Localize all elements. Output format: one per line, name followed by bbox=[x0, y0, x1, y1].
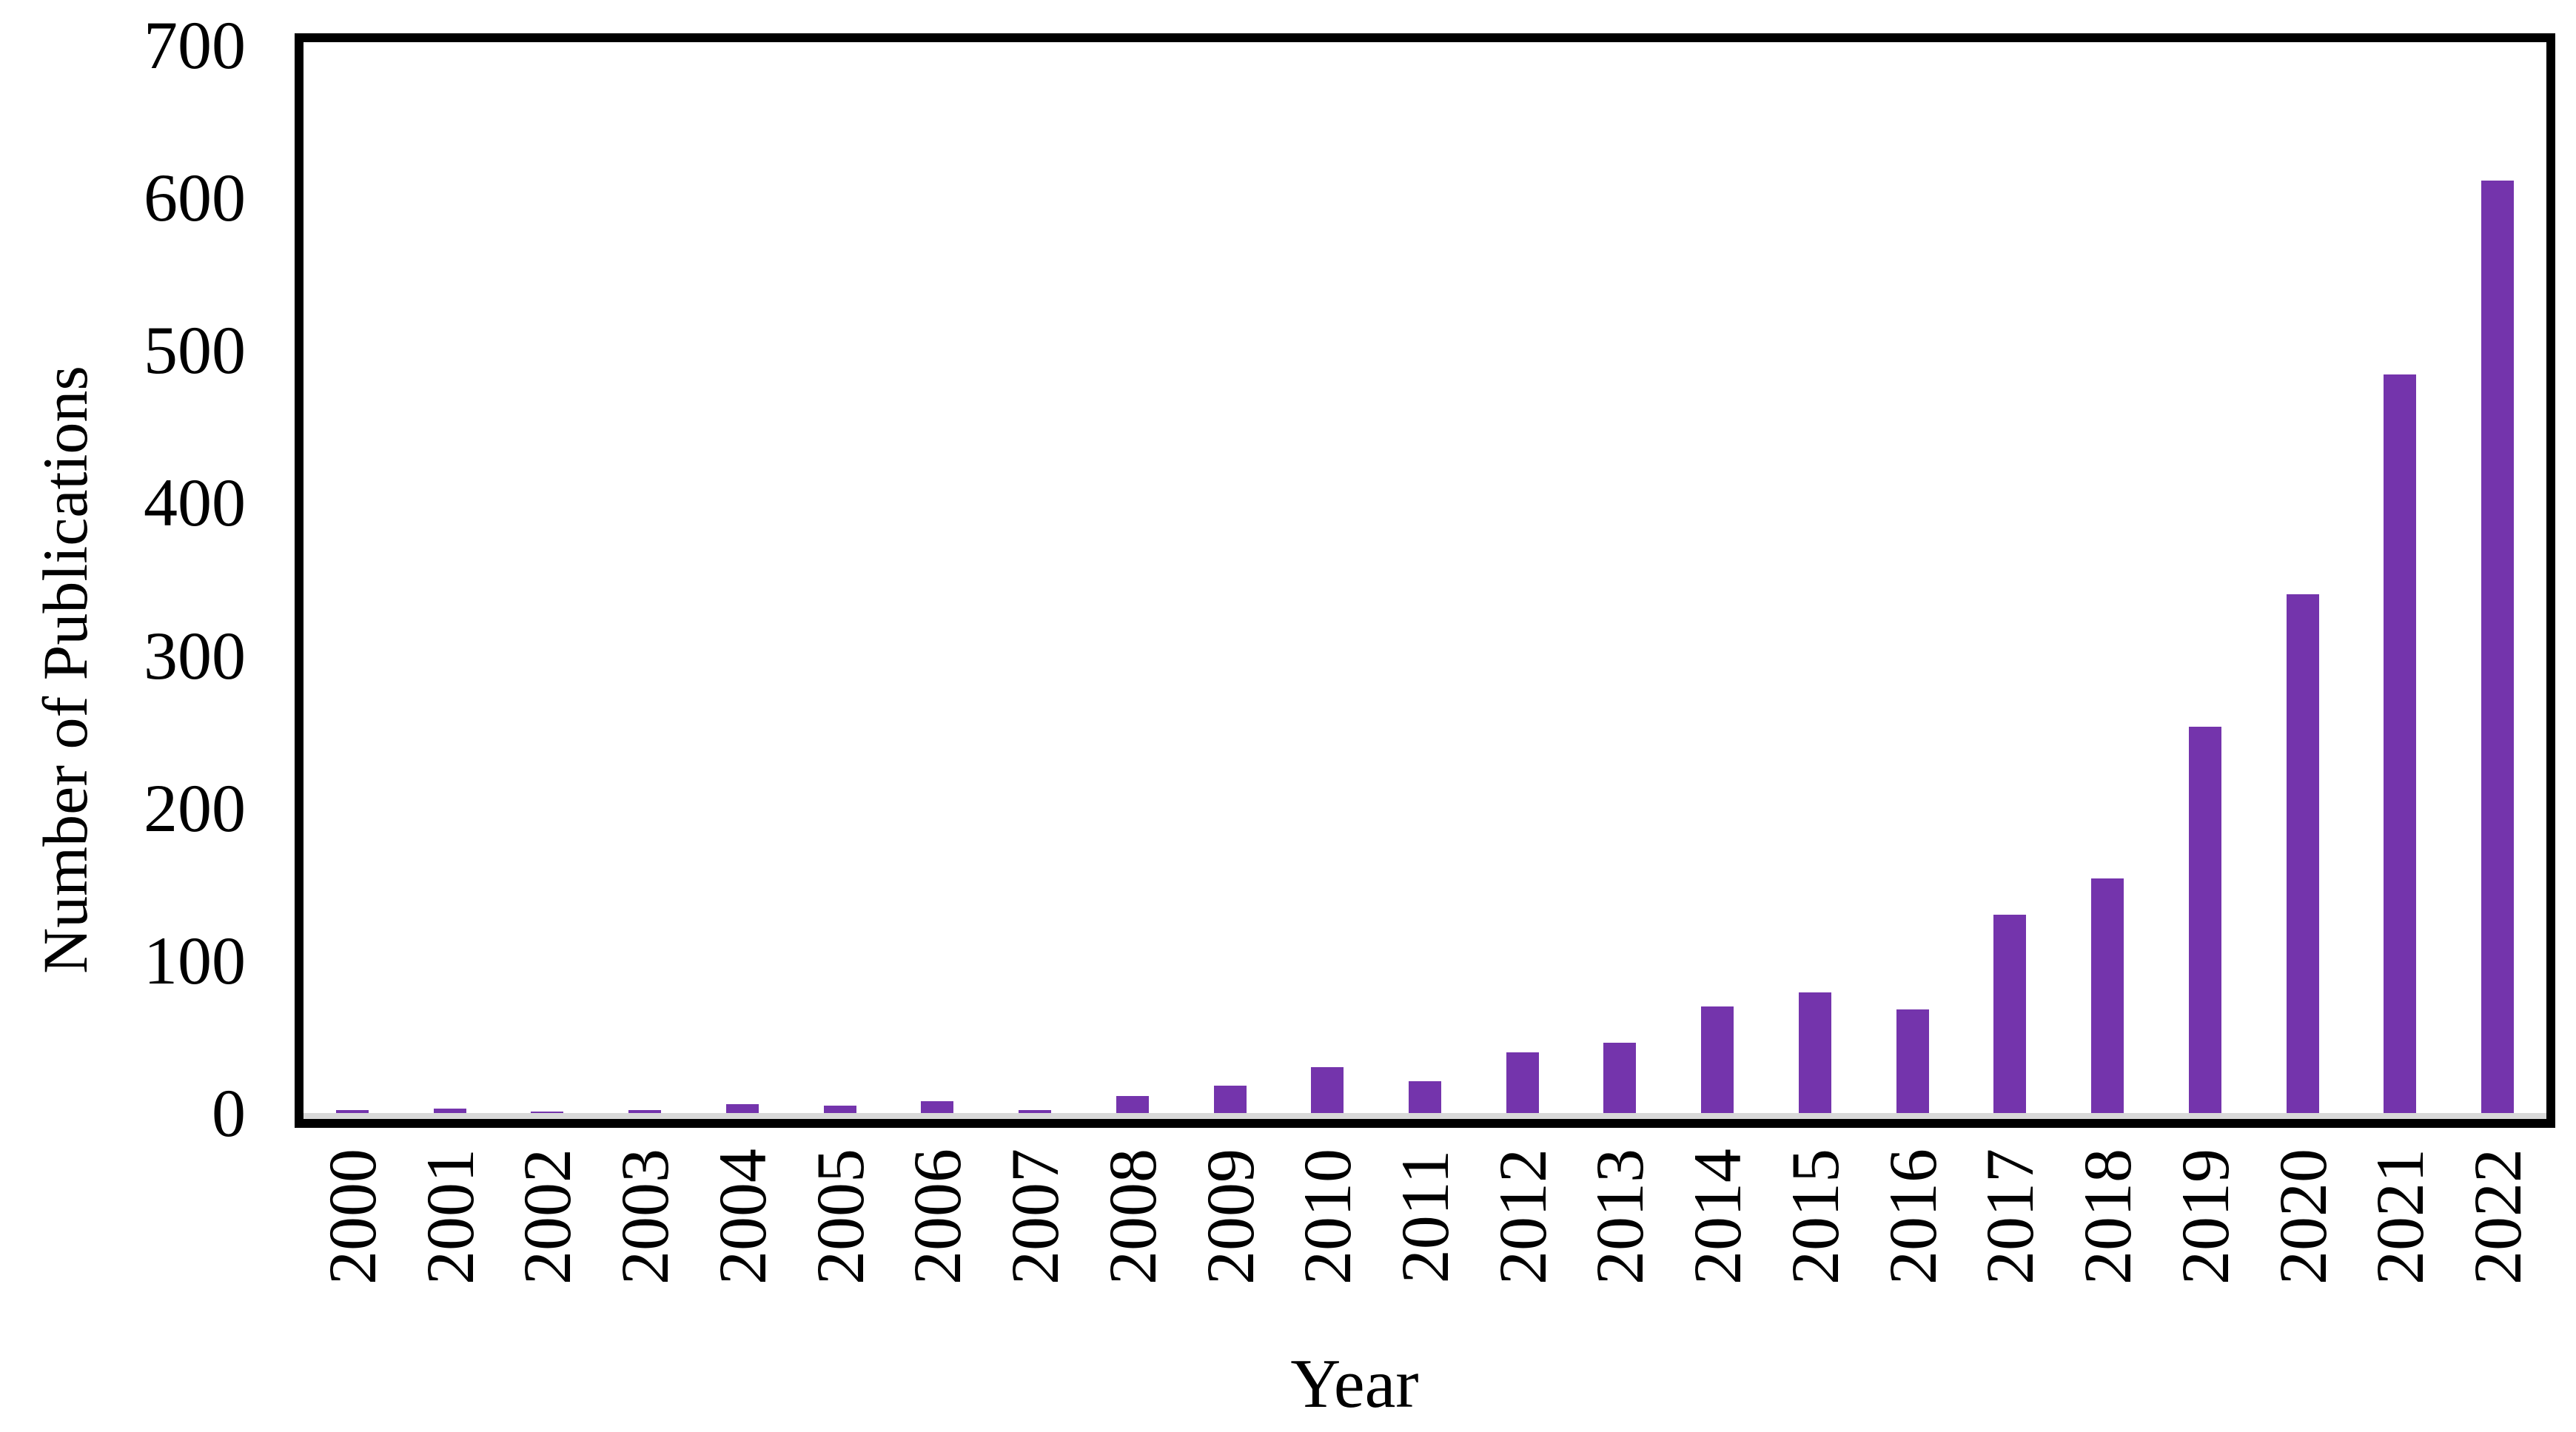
x-tick-label-2009: 2009 bbox=[1192, 1149, 1268, 1285]
x-tick-label-2012: 2012 bbox=[1484, 1149, 1560, 1285]
x-tick-label-2017: 2017 bbox=[1972, 1149, 2048, 1285]
y-tick-label-700: 700 bbox=[144, 7, 246, 83]
y-tick-label-200: 200 bbox=[144, 770, 246, 846]
x-tick-label-2022: 2022 bbox=[2460, 1149, 2536, 1285]
plot-area bbox=[295, 33, 2555, 1128]
x-tick-label-2007: 2007 bbox=[997, 1149, 1073, 1285]
bar-2009 bbox=[1213, 1085, 1247, 1113]
bar-2008 bbox=[1116, 1096, 1149, 1113]
bar-2015 bbox=[1798, 992, 1831, 1113]
x-tick-label-2014: 2014 bbox=[1680, 1149, 1756, 1285]
x-tick-label-2005: 2005 bbox=[802, 1149, 878, 1285]
y-axis-title: Number of Publications bbox=[30, 366, 101, 974]
x-tick-label-2021: 2021 bbox=[2362, 1149, 2438, 1285]
x-tick-label-2011: 2011 bbox=[1387, 1149, 1463, 1284]
y-tick-label-100: 100 bbox=[144, 922, 246, 998]
x-tick-label-2015: 2015 bbox=[1777, 1149, 1853, 1285]
x-tick-label-2000: 2000 bbox=[314, 1149, 390, 1285]
x-axis-title: Year bbox=[1290, 1345, 1419, 1422]
x-tick-label-2020: 2020 bbox=[2264, 1149, 2341, 1285]
bar-2017 bbox=[1993, 915, 2027, 1113]
bar-2000 bbox=[335, 1109, 369, 1113]
bar-2013 bbox=[1603, 1043, 1637, 1113]
x-tick-label-2013: 2013 bbox=[1582, 1149, 1658, 1285]
bar-2004 bbox=[725, 1103, 759, 1113]
bar-2002 bbox=[531, 1111, 564, 1113]
bar-2012 bbox=[1506, 1052, 1539, 1113]
x-tick-label-2001: 2001 bbox=[412, 1149, 488, 1285]
bar-2007 bbox=[1019, 1109, 1052, 1113]
x-tick-label-2008: 2008 bbox=[1094, 1149, 1170, 1285]
y-tick-label-0: 0 bbox=[212, 1075, 246, 1151]
y-tick-label-400: 400 bbox=[144, 465, 246, 541]
bar-2005 bbox=[823, 1105, 856, 1113]
bar-2022 bbox=[2481, 181, 2515, 1113]
x-axis-line bbox=[303, 1113, 2546, 1119]
bar-2019 bbox=[2188, 727, 2221, 1113]
x-tick-label-2003: 2003 bbox=[607, 1149, 683, 1285]
y-tick-label-600: 600 bbox=[144, 160, 246, 236]
bar-2020 bbox=[2286, 594, 2319, 1113]
bar-2018 bbox=[2091, 878, 2124, 1113]
x-tick-label-2006: 2006 bbox=[899, 1149, 976, 1285]
x-tick-label-2018: 2018 bbox=[2070, 1149, 2146, 1285]
x-tick-label-2010: 2010 bbox=[1289, 1149, 1366, 1285]
x-tick-label-2019: 2019 bbox=[2167, 1149, 2243, 1285]
bar-2010 bbox=[1311, 1067, 1344, 1113]
bar-2006 bbox=[921, 1100, 954, 1113]
y-tick-label-500: 500 bbox=[144, 312, 246, 389]
bar-2016 bbox=[1896, 1009, 1929, 1113]
bar-2001 bbox=[433, 1108, 466, 1113]
bar-2003 bbox=[628, 1109, 662, 1113]
bar-2014 bbox=[1701, 1006, 1734, 1113]
bar-2011 bbox=[1409, 1080, 1441, 1113]
y-tick-label-300: 300 bbox=[144, 617, 246, 693]
bar-2021 bbox=[2384, 374, 2417, 1113]
x-tick-label-2016: 2016 bbox=[1874, 1149, 1951, 1285]
x-tick-label-2004: 2004 bbox=[704, 1149, 780, 1285]
x-tick-label-2002: 2002 bbox=[509, 1149, 586, 1285]
